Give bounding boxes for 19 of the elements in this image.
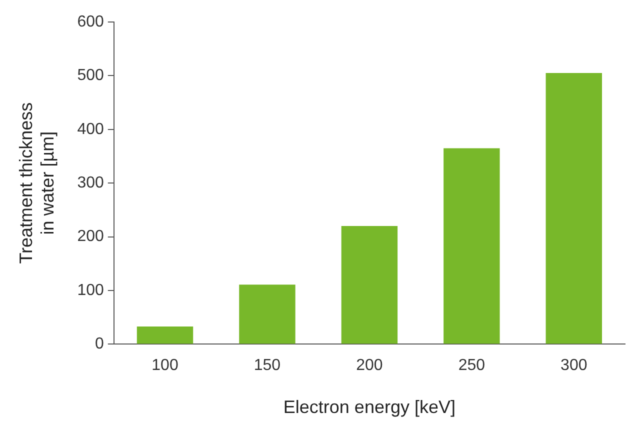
x-tick-label: 200 — [356, 357, 383, 374]
y-tick-label: 300 — [77, 174, 104, 192]
x-tick-label: 250 — [458, 357, 486, 374]
y-tick-label: 400 — [77, 120, 104, 138]
y-tick-label: 500 — [77, 67, 104, 84]
bar — [239, 284, 296, 344]
x-axis-title: Electron energy [keV] — [283, 397, 456, 418]
y-tick-label: 600 — [77, 13, 104, 30]
bar — [546, 73, 602, 344]
y-tick-label: 200 — [77, 228, 104, 246]
x-tick-label: 300 — [560, 357, 588, 374]
y-tick-label: 100 — [77, 282, 104, 299]
y-tick-label: 0 — [94, 336, 104, 353]
bar — [444, 148, 500, 344]
bar — [136, 326, 194, 344]
y-axis-title: Treatment thickness in water [µm] — [16, 102, 58, 264]
x-tick-label: 150 — [254, 357, 281, 374]
x-tick-label: 100 — [152, 357, 178, 374]
bar — [341, 226, 398, 344]
